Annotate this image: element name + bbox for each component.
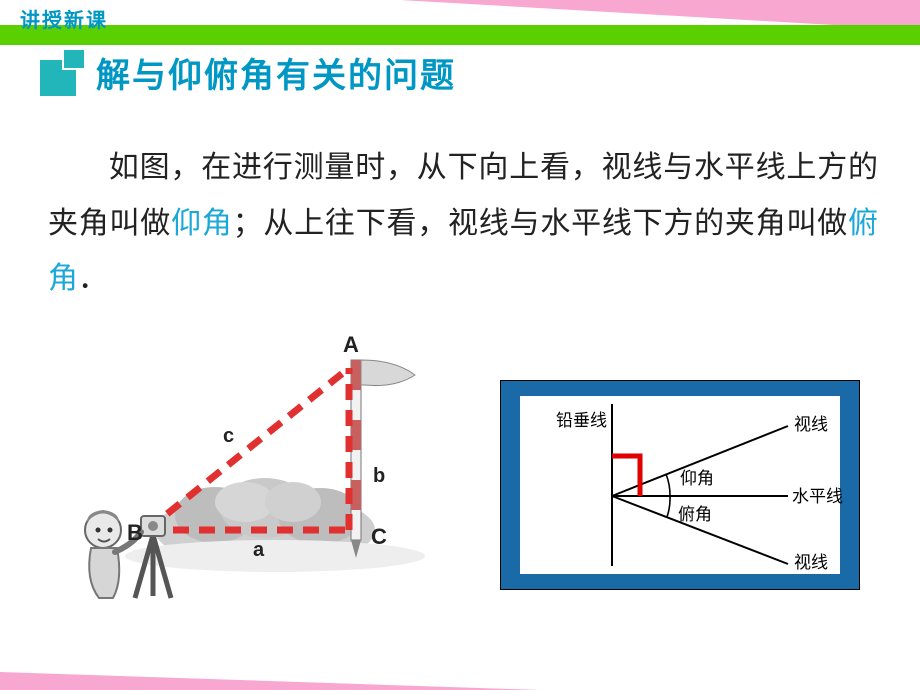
label-sight-up: 视线 xyxy=(794,415,828,434)
figures-row: A B C c b a 铅垂线 视线 仰角 水平 xyxy=(0,330,920,650)
section-title: 解与仰俯角有关的问题 xyxy=(96,48,456,97)
label-B: B xyxy=(127,520,143,545)
label-a: a xyxy=(253,539,265,561)
left-diagram: A B C c b a xyxy=(65,330,465,630)
label-c: c xyxy=(223,425,234,447)
pink-diagonal-bottom xyxy=(0,672,540,690)
label-depr: 俯角 xyxy=(678,505,712,524)
term-elevation: 仰角 xyxy=(171,207,233,240)
label-horiz: 水平线 xyxy=(792,487,843,506)
label-plumb: 铅垂线 xyxy=(556,411,607,430)
label-A: A xyxy=(343,332,359,357)
label-sight-down: 视线 xyxy=(794,553,828,572)
label-b: b xyxy=(373,465,385,487)
green-bar xyxy=(0,25,920,45)
body-paragraph: 如图，在进行测量时，从下向上看，视线与水平线上方的夹角叫做仰角；从上往下看，视线… xyxy=(48,140,878,307)
body-mid: ；从上往下看，视线与水平线下方的夹角叫做 xyxy=(233,207,848,240)
label-C: C xyxy=(371,524,387,549)
corner-label: 讲授新课 xyxy=(20,4,108,33)
top-banner: 讲授新课 xyxy=(0,0,920,50)
footer xyxy=(0,670,920,690)
body-suffix: ． xyxy=(78,262,108,295)
right-diagram: 铅垂线 视线 仰角 水平线 俯角 视线 xyxy=(500,380,860,590)
section-icon-shape xyxy=(40,48,88,96)
label-elev: 仰角 xyxy=(680,469,714,488)
